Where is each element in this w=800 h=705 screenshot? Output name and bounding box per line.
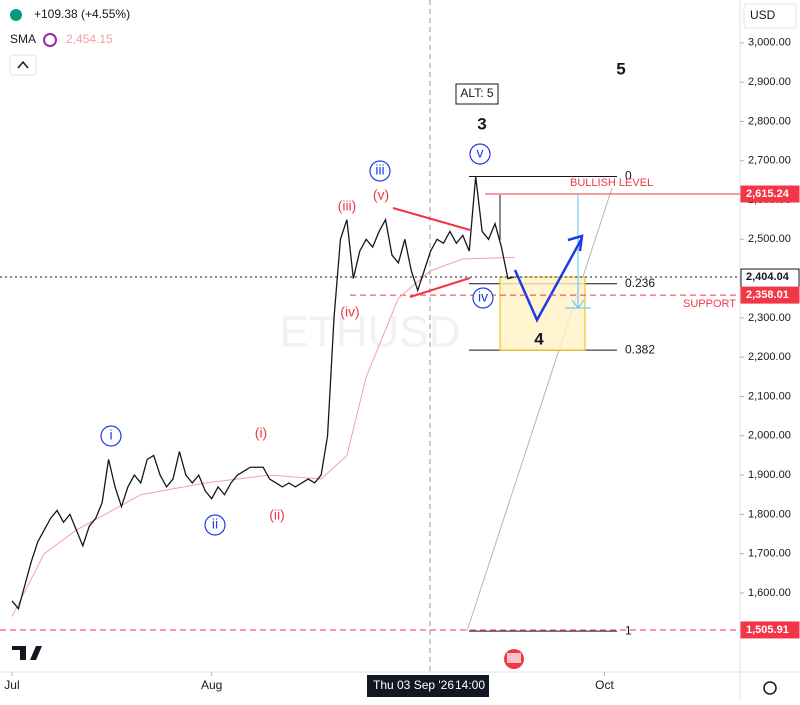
- wave-label: iv: [478, 289, 488, 305]
- y-tick-label: 2,200.00: [748, 351, 791, 363]
- x-tick-label: Oct: [595, 678, 614, 692]
- level-text: SUPPORT: [683, 298, 736, 310]
- status-icon: [10, 9, 22, 21]
- event-flag: [507, 653, 521, 663]
- fib-trend: [466, 187, 613, 632]
- collapse-icon: [17, 60, 29, 69]
- y-tick-label: 2,500.00: [748, 233, 791, 245]
- fib-label: 1: [625, 623, 632, 637]
- wave-circle: [472, 287, 494, 309]
- y-tick-label: 2,800.00: [748, 115, 791, 127]
- trendline: [409, 277, 471, 298]
- watermark: ETHUSD: [280, 308, 461, 357]
- collapse-button[interactable]: [9, 54, 37, 76]
- fib-label: 0.382: [625, 342, 655, 356]
- wave-circle: [469, 143, 491, 165]
- fib-label: 0: [625, 169, 632, 183]
- wave-label: (v): [373, 187, 389, 203]
- y-tick-label: 1,900.00: [748, 469, 791, 481]
- trendline: [392, 207, 471, 231]
- sma-icon: [43, 33, 57, 47]
- alt-box: [455, 83, 499, 105]
- crosshair-label: [367, 675, 489, 697]
- wave-label: iii: [375, 162, 384, 178]
- price-tag-label: 2,404.04: [746, 271, 790, 283]
- crosshair-date: Thu 03 Sep '26: [373, 678, 454, 692]
- price-tag-label: 1,505.91: [746, 624, 789, 636]
- wave-label: 5: [616, 59, 625, 78]
- forecast-path: [513, 237, 584, 323]
- wave-label: (i): [255, 425, 267, 441]
- price-tag-label: 2,615.24: [746, 188, 790, 200]
- target-zone: [499, 276, 586, 351]
- change: +109.38 (+4.55%): [34, 7, 130, 21]
- wave-circle: [204, 514, 226, 536]
- y-tick-label: 1,600.00: [748, 587, 791, 599]
- y-tick-label: 1,800.00: [748, 508, 791, 520]
- x-tick-label: Jul: [4, 678, 19, 692]
- wave-label: 4: [534, 329, 544, 348]
- price-line: [11, 176, 515, 611]
- y-tick-label: 2,700.00: [748, 155, 791, 167]
- level-text: BULLISH LEVEL: [570, 177, 653, 189]
- wave-label: ALT: 5: [460, 86, 493, 100]
- wave-label: (iv): [340, 304, 359, 320]
- fib-label: 0.236: [625, 276, 655, 290]
- price-tag: [740, 185, 800, 203]
- y-tick-label: 1,700.00: [748, 548, 791, 560]
- logo: [12, 646, 42, 660]
- currency-button[interactable]: [743, 3, 797, 29]
- crosshair-time: 14:00: [455, 678, 485, 692]
- sma-value: 2,454.15: [66, 32, 113, 46]
- wave-circle: [369, 160, 391, 182]
- y-tick-label: 2,000.00: [748, 430, 791, 442]
- x-tick-label: Aug: [201, 678, 222, 692]
- y-tick-label: 3,000.00: [748, 37, 791, 49]
- wave-label: v: [477, 145, 484, 161]
- wave-label: ii: [212, 516, 218, 532]
- y-tick-label: 2,100.00: [748, 390, 791, 402]
- sma-label: SMA: [10, 32, 36, 46]
- wave-label: (iii): [338, 198, 357, 214]
- price-tag: [740, 286, 800, 304]
- wave-label: 3: [477, 114, 486, 133]
- settings[interactable]: [763, 681, 777, 695]
- y-tick-label: 2,300.00: [748, 312, 791, 324]
- price-tag: [740, 621, 800, 639]
- wave-label: i: [109, 427, 112, 443]
- currency: USD: [750, 8, 776, 22]
- forecast-arrow: [567, 234, 584, 252]
- price-tag-label: 2,358.01: [746, 289, 789, 301]
- wave-circle: [100, 425, 122, 447]
- wave-label: (ii): [269, 507, 285, 523]
- y-tick-label: 2,900.00: [748, 76, 791, 88]
